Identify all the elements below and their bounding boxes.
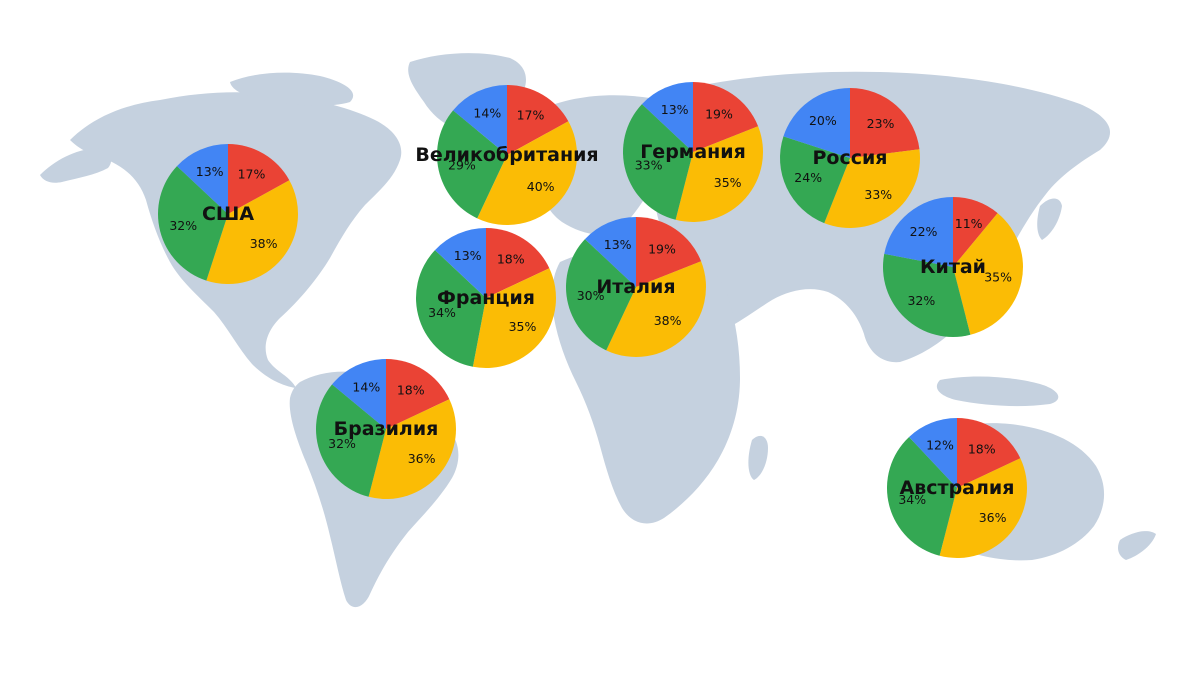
pie-data-label: 24% <box>794 170 822 185</box>
pie-slice-red <box>850 88 920 158</box>
pie-slice-red <box>507 85 569 155</box>
pie-data-label: 18% <box>968 441 996 456</box>
pie-slice-blue <box>584 217 636 287</box>
country-label: Бразилия <box>334 418 439 440</box>
pie-data-label: 30% <box>577 288 605 303</box>
pie-chart-8: 18% 36% 32% 14% Бразилия <box>316 359 456 499</box>
pie-chart-7: 11% 35% 32% 22% Китай <box>883 197 1023 337</box>
pie-data-label: 18% <box>397 382 425 397</box>
pie-slice-green <box>565 239 636 351</box>
pie-slice-yellow <box>939 458 1027 558</box>
pie-slice-red <box>953 197 998 267</box>
pie-data-label: 33% <box>864 187 892 202</box>
pie-data-label: 13% <box>604 237 632 252</box>
pie-data-label: 32% <box>328 436 356 451</box>
pie-data-label: 17% <box>517 108 545 123</box>
country-label: Франция <box>437 287 535 309</box>
pie-slice-green <box>437 110 507 219</box>
pie-data-label: 17% <box>238 167 266 182</box>
new-zealand-shape <box>1118 531 1156 560</box>
pie-slice-yellow <box>206 180 298 284</box>
pie-data-label: 20% <box>809 113 837 128</box>
pie-data-label: 13% <box>196 164 224 179</box>
pie-data-label: 34% <box>428 305 456 320</box>
japan-shape <box>1037 198 1062 240</box>
pie-slice-green <box>622 104 693 220</box>
pie-slice-green <box>887 436 957 556</box>
pie-slice-green <box>415 250 486 367</box>
pie-slice-blue <box>332 359 386 429</box>
pie-slice-green <box>158 166 228 281</box>
madagascar-shape <box>748 435 768 480</box>
pie-chart-9: 18% 36% 34% 12% Австралия <box>887 418 1027 558</box>
pie-slice-blue <box>453 85 507 155</box>
pie-slice-yellow <box>472 268 556 368</box>
pie-data-label: 11% <box>955 216 983 231</box>
pie-data-label: 38% <box>654 313 682 328</box>
pie-data-label: 32% <box>169 218 197 233</box>
country-label: Россия <box>812 147 887 169</box>
pie-data-label: 19% <box>705 106 733 121</box>
pie-data-label: 35% <box>714 175 742 190</box>
pie-slice-red <box>486 228 550 298</box>
pie-slice-blue <box>434 228 486 298</box>
pie-chart-3: 19% 35% 33% 13% Германия <box>622 82 763 222</box>
pie-chart-6: 19% 38% 30% 13% Италия <box>565 217 706 357</box>
pie-slice-green <box>316 384 386 497</box>
pie-data-label: 35% <box>984 270 1012 285</box>
pie-slice-red <box>636 217 702 287</box>
pie-slice-red <box>386 359 450 429</box>
pie-data-label: 34% <box>898 492 926 507</box>
pie-slice-blue <box>176 144 228 214</box>
country-label: Великобритания <box>415 144 598 166</box>
pie-data-label: 13% <box>661 102 689 117</box>
pie-data-label: 36% <box>979 510 1007 525</box>
pie-data-label: 38% <box>250 236 278 251</box>
pie-data-label: 36% <box>408 451 436 466</box>
country-label: Австралия <box>900 477 1015 499</box>
pie-data-label: 13% <box>454 248 482 263</box>
pie-slice-yellow <box>953 213 1023 335</box>
pie-chart-2: 17% 40% 29% 14% Великобритания <box>415 85 599 226</box>
pie-chart-5: 18% 35% 34% 13% Франция <box>415 228 556 368</box>
pie-data-label: 35% <box>509 319 537 334</box>
pie-data-label: 33% <box>635 157 663 172</box>
pie-data-label: 19% <box>648 241 676 256</box>
pie-data-label: 23% <box>867 116 895 131</box>
pie-slice-green <box>883 253 971 337</box>
pie-slice-blue <box>783 88 850 158</box>
pie-slice-blue <box>884 197 953 267</box>
pie-data-label: 12% <box>926 438 954 453</box>
pie-slice-yellow <box>477 121 578 226</box>
pie-slice-blue <box>909 418 957 488</box>
pie-slice-yellow <box>824 149 921 229</box>
pie-data-label: 29% <box>448 158 476 173</box>
country-label: Китай <box>920 256 986 278</box>
pie-slice-red <box>957 418 1021 488</box>
pie-data-label: 18% <box>497 251 525 266</box>
pie-chart-4: 23% 33% 24% 20% Россия <box>780 88 921 229</box>
pie-slice-blue <box>641 82 693 152</box>
pie-data-label: 22% <box>910 224 938 239</box>
pie-chart-1: 17% 38% 32% 13% США <box>158 144 298 284</box>
country-label: США <box>202 203 254 225</box>
pie-slice-green <box>780 136 850 224</box>
country-label: Германия <box>640 141 746 163</box>
pie-data-label: 14% <box>473 106 501 121</box>
pie-slice-red <box>228 144 290 214</box>
alaska-shape <box>40 148 112 183</box>
pie-slice-yellow <box>675 126 763 222</box>
pie-data-label: 40% <box>527 179 555 194</box>
country-label: Италия <box>596 276 675 298</box>
arctic-canada-shape <box>230 72 354 106</box>
pie-data-label: 32% <box>907 293 935 308</box>
indonesia-shape <box>936 376 1059 407</box>
pie-slice-yellow <box>606 261 706 357</box>
pie-slice-yellow <box>368 399 456 499</box>
pie-data-label: 14% <box>352 380 380 395</box>
pie-slice-red <box>693 82 759 152</box>
